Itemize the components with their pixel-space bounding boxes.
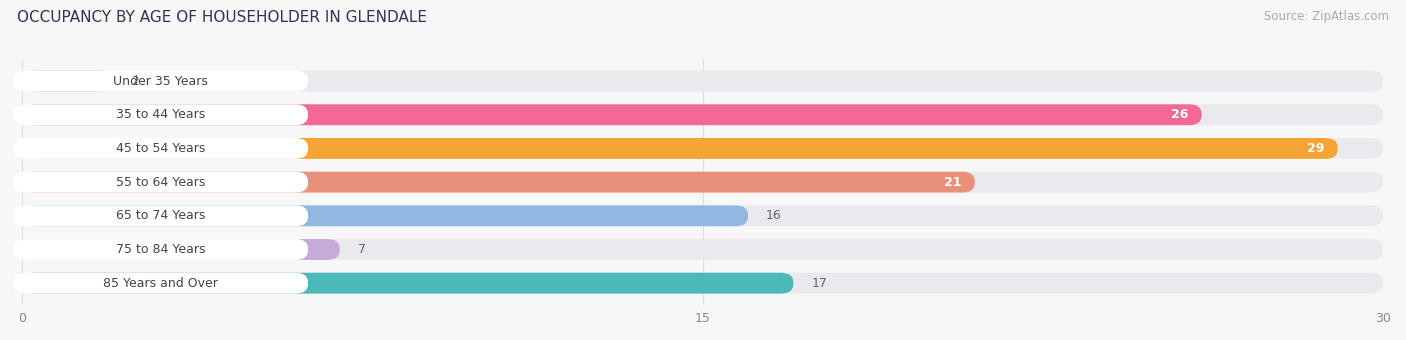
FancyBboxPatch shape — [13, 71, 308, 91]
FancyBboxPatch shape — [22, 273, 793, 294]
Text: 29: 29 — [1306, 142, 1324, 155]
Text: 16: 16 — [766, 209, 782, 222]
FancyBboxPatch shape — [22, 205, 748, 226]
Text: 65 to 74 Years: 65 to 74 Years — [115, 209, 205, 222]
FancyBboxPatch shape — [13, 239, 308, 260]
FancyBboxPatch shape — [22, 205, 1384, 226]
FancyBboxPatch shape — [22, 172, 1384, 192]
Text: 45 to 54 Years: 45 to 54 Years — [115, 142, 205, 155]
Text: 35 to 44 Years: 35 to 44 Years — [115, 108, 205, 121]
Text: 7: 7 — [359, 243, 366, 256]
Text: 2: 2 — [131, 74, 139, 88]
Text: 21: 21 — [943, 176, 962, 189]
FancyBboxPatch shape — [22, 138, 1384, 159]
FancyBboxPatch shape — [13, 104, 308, 125]
FancyBboxPatch shape — [22, 239, 1384, 260]
FancyBboxPatch shape — [22, 71, 1384, 91]
FancyBboxPatch shape — [22, 172, 974, 192]
Text: Under 35 Years: Under 35 Years — [112, 74, 208, 88]
Text: 75 to 84 Years: 75 to 84 Years — [115, 243, 205, 256]
FancyBboxPatch shape — [13, 205, 308, 226]
FancyBboxPatch shape — [13, 172, 308, 192]
Text: 26: 26 — [1171, 108, 1188, 121]
FancyBboxPatch shape — [22, 104, 1202, 125]
FancyBboxPatch shape — [22, 138, 1337, 159]
Text: 17: 17 — [811, 277, 827, 290]
Text: 85 Years and Over: 85 Years and Over — [103, 277, 218, 290]
FancyBboxPatch shape — [22, 71, 112, 91]
FancyBboxPatch shape — [13, 138, 308, 159]
FancyBboxPatch shape — [22, 104, 1384, 125]
FancyBboxPatch shape — [13, 273, 308, 294]
FancyBboxPatch shape — [22, 273, 1384, 294]
FancyBboxPatch shape — [22, 239, 340, 260]
Text: OCCUPANCY BY AGE OF HOUSEHOLDER IN GLENDALE: OCCUPANCY BY AGE OF HOUSEHOLDER IN GLEND… — [17, 10, 427, 25]
Text: Source: ZipAtlas.com: Source: ZipAtlas.com — [1264, 10, 1389, 23]
Text: 55 to 64 Years: 55 to 64 Years — [115, 176, 205, 189]
